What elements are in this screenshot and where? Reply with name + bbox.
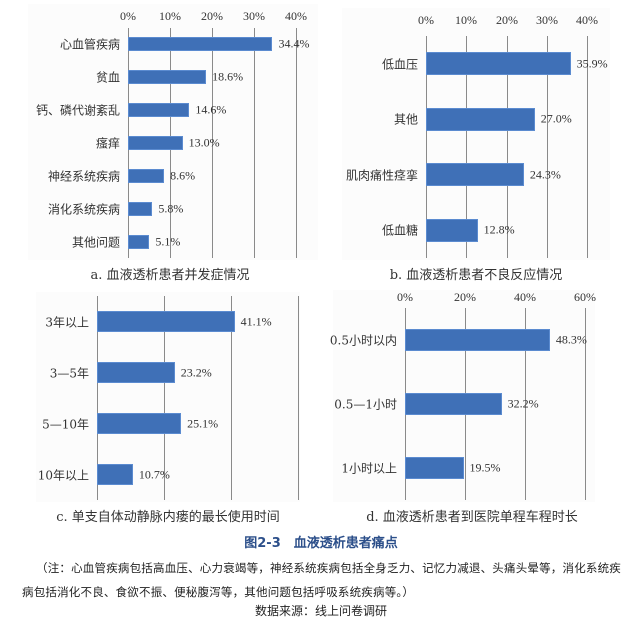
- category-label: 0.5小时以内: [329, 333, 397, 348]
- gridline: [298, 296, 299, 500]
- value-label: 10.7%: [138, 467, 170, 481]
- bar: [128, 103, 190, 118]
- category-label: 10年以上: [37, 468, 89, 482]
- value-label: 48.3%: [555, 332, 587, 347]
- gridline: [507, 36, 508, 258]
- value-label: 14.6%: [195, 102, 227, 117]
- bar: [128, 70, 207, 85]
- bar: [405, 329, 550, 351]
- x-tick-label: 20%: [454, 290, 476, 304]
- category-label: 3年以上: [45, 315, 89, 329]
- gridline: [97, 296, 98, 500]
- gridline: [525, 308, 526, 500]
- value-label: 23.2%: [180, 365, 212, 379]
- figure-note: （注：心血管疾病包括高血压、心力衰竭等，神经系统疾病包括全身乏力、记忆力减退、头…: [22, 561, 621, 599]
- category-label: 钙、磷代谢紊乱: [35, 103, 120, 118]
- value-label: 8.6%: [170, 168, 196, 183]
- value-label: 18.6%: [212, 69, 244, 84]
- value-label: 32.2%: [507, 396, 539, 411]
- category-label: 低血压: [381, 57, 418, 72]
- gridline: [587, 36, 588, 258]
- bar: [97, 464, 133, 485]
- value-label: 41.1%: [240, 314, 272, 328]
- bar: [426, 218, 478, 242]
- x-tick-label: 40%: [514, 290, 536, 304]
- x-tick-label: 0%: [120, 9, 136, 23]
- category-label: 心血管疾病: [59, 37, 120, 52]
- gridline: [212, 28, 213, 258]
- value-label: 19.5%: [469, 460, 501, 475]
- bar: [128, 201, 153, 216]
- bar: [405, 393, 502, 415]
- gridline: [585, 308, 586, 500]
- category-label: 其他: [393, 112, 418, 127]
- value-label: 24.3%: [529, 167, 561, 182]
- value-label: 25.1%: [187, 416, 219, 430]
- x-tick-label: 40%: [576, 13, 598, 27]
- category-label: 神经系统疾病: [47, 169, 120, 184]
- x-tick-label: 30%: [536, 13, 558, 27]
- x-tick-label: 40%: [285, 9, 307, 23]
- data-source: 数据来源：线上问卷调研: [254, 604, 387, 618]
- category-label: 贫血: [95, 70, 120, 85]
- value-label: 34.4%: [278, 36, 310, 51]
- category-label: 其他问题: [71, 235, 120, 250]
- gridline: [231, 296, 232, 500]
- chart-a-title: a. 血液透析患者并发症情况: [90, 268, 250, 283]
- category-label: 瘙痒: [95, 136, 120, 151]
- category-label: 0.5—1小时: [334, 397, 397, 412]
- chart-c-plot-area: [97, 296, 299, 500]
- bar: [128, 234, 150, 249]
- bar: [426, 163, 524, 187]
- chart-a-plot-area: [128, 28, 297, 258]
- bar: [128, 37, 273, 52]
- x-tick-label: 0%: [418, 13, 434, 27]
- chart-d-plot-area: [405, 308, 586, 500]
- category-label: 3—5年: [49, 366, 89, 380]
- x-tick-label: 60%: [574, 290, 596, 304]
- value-label: 13.0%: [188, 135, 220, 150]
- bar: [128, 136, 183, 150]
- chart-c-title: c. 单支自体动静脉内瘘的最长使用时间: [56, 510, 280, 525]
- category-label: 低血糖: [381, 223, 418, 238]
- x-tick-label: 30%: [243, 9, 265, 23]
- chart-d-title: d. 血液透析患者到医院单程车程时长: [366, 510, 578, 525]
- category-label: 消化系统疾病: [47, 202, 120, 217]
- category-label: 肌肉痛性痉挛: [345, 168, 418, 183]
- value-label: 35.9%: [576, 56, 608, 71]
- bar: [97, 413, 182, 434]
- x-tick-label: 0%: [397, 290, 413, 304]
- gridline: [254, 28, 255, 258]
- value-label: 27.0%: [540, 111, 572, 126]
- category-label: 5—10年: [42, 417, 89, 431]
- x-tick-label: 10%: [159, 9, 181, 23]
- bar: [128, 168, 165, 183]
- figure-title: 图2-3 血液透析患者痛点: [244, 536, 398, 551]
- bar: [426, 107, 535, 131]
- x-tick-label: 10%: [455, 13, 477, 27]
- gridline: [164, 296, 165, 500]
- chart-b-title: b. 血液透析患者不良反应情况: [389, 268, 563, 283]
- value-label: 12.8%: [483, 222, 515, 237]
- category-label: 1小时以上: [341, 461, 397, 476]
- gridline: [296, 28, 297, 258]
- gridline: [547, 36, 548, 258]
- value-label: 5.8%: [158, 201, 184, 216]
- bar: [405, 457, 464, 479]
- gridline: [426, 36, 427, 258]
- value-label: 5.1%: [155, 234, 181, 249]
- x-tick-label: 20%: [496, 13, 518, 27]
- chart-b-plot-area: [426, 36, 588, 258]
- bar: [426, 52, 571, 76]
- bar: [97, 311, 235, 332]
- gridline: [466, 36, 467, 258]
- x-tick-label: 20%: [201, 9, 223, 23]
- bar: [97, 362, 175, 383]
- chart-b-panel: [342, 8, 610, 260]
